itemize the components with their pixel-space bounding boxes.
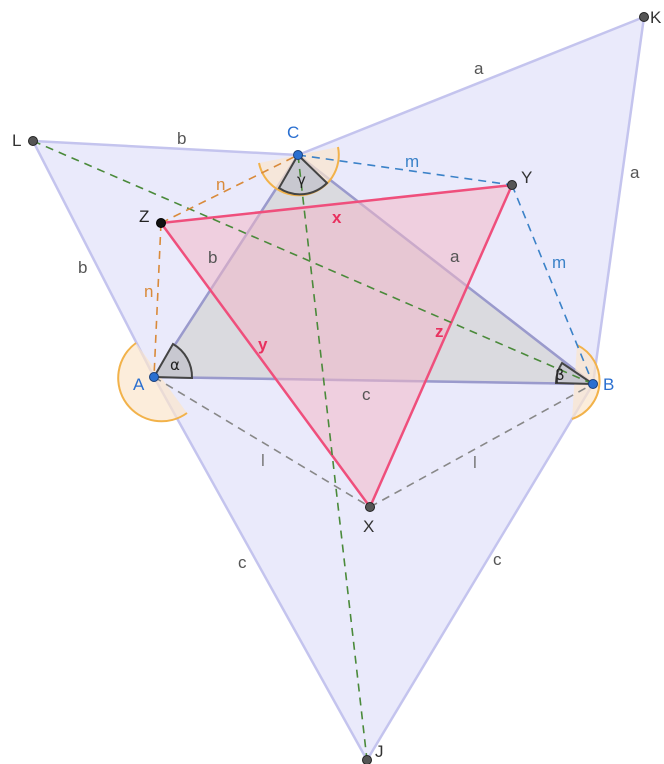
seg-label-b-outer-2: b [78,258,87,277]
point-l[interactable] [28,136,38,146]
angle-beta-sector [554,361,597,386]
napoleon-triangle-xyz [158,183,515,510]
label-alpha: α [170,356,180,374]
seg-label-c-inner: c [362,385,371,404]
label-b: B [603,375,614,394]
point-k[interactable] [639,12,649,22]
seg-label-z: z [435,322,444,341]
label-x: X [363,517,374,536]
seg-label-c-outer-1: c [238,553,247,572]
label-y: Y [521,168,532,187]
segment-labels: a a a b b b c c c x y z m m n n l l [78,59,640,572]
point-y[interactable] [507,180,517,190]
angle-labels: α β γ [170,171,565,384]
seg-label-m-1: m [405,152,419,171]
seg-label-b-inner: b [208,248,217,267]
point-c[interactable] [293,150,303,160]
seg-label-m-2: m [552,253,566,272]
label-z: Z [139,207,149,226]
label-a: A [133,375,145,394]
point-a[interactable] [149,372,159,382]
seg-label-a-outer-1: a [474,59,484,78]
seg-label-l-1: l [261,451,265,470]
label-c: C [287,123,299,142]
seg-label-y: y [258,335,268,354]
seg-label-b-outer-1: b [177,129,186,148]
point-x[interactable] [365,502,375,512]
seg-label-c-outer-2: c [493,550,502,569]
gray-dashed-lines [153,376,594,508]
seg-label-n-2: n [144,282,153,301]
label-j: J [375,742,384,761]
point-b[interactable] [588,379,598,389]
point-labels: A B C X Y Z J K L [12,8,662,761]
point-j[interactable] [362,755,372,764]
seg-label-n-1: n [216,175,225,194]
seg-label-l-2: l [473,453,477,472]
green-dashed-lines [32,140,594,761]
label-k: K [650,8,662,27]
blue-dashed-lines [297,154,594,385]
points [28,12,649,764]
point-z[interactable] [156,218,166,228]
angle-alpha-sector [152,342,194,380]
label-gamma: γ [297,171,306,189]
label-beta: β [555,366,565,384]
angle-gamma-sector [277,153,329,196]
label-l: L [12,131,21,150]
seg-label-x: x [332,208,342,227]
seg-label-a-outer-2: a [630,163,640,182]
seg-label-a-inner: a [450,247,460,266]
orange-dashed-lines [153,154,299,378]
